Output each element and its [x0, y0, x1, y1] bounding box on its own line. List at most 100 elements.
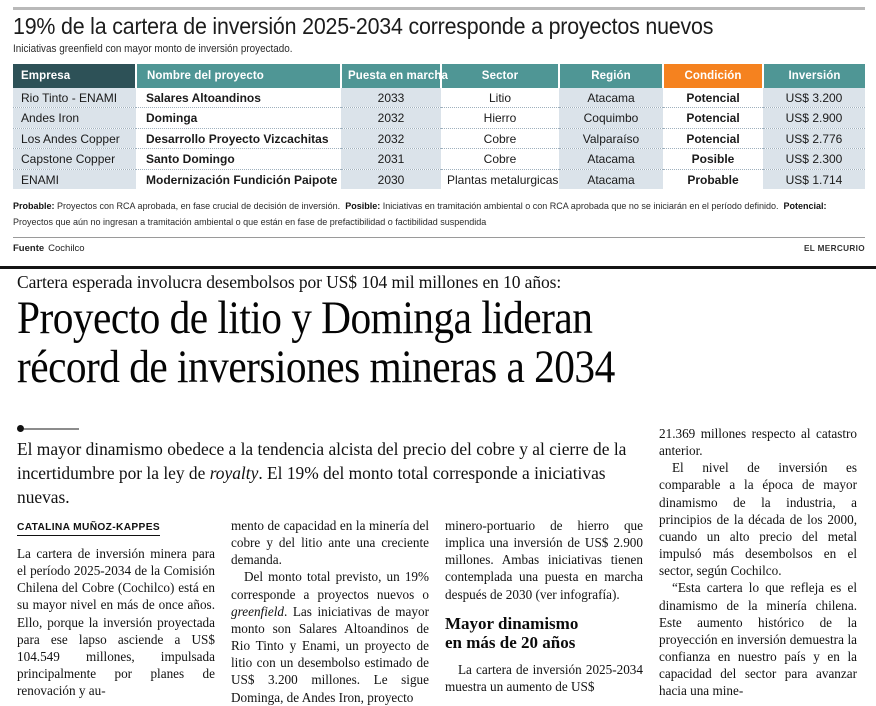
paragraph-col2-2a: Del monto total previsto, un 19% corresp… [231, 569, 429, 602]
cell-proyecto: Modernización Fundición Paipote [146, 172, 338, 187]
source-row: Fuente Cochilco EL MERCURIO [13, 243, 865, 254]
source-attribution: Fuente Cochilco [13, 243, 85, 254]
table-row: Capstone Copper Santo Domingo 2031 Cobre… [13, 148, 865, 170]
paragraph-col2-2: Del monto total previsto, un 19% corresp… [231, 568, 429, 705]
infographic-subtitle: Iniciativas greenfield con mayor monto d… [13, 42, 293, 55]
cell-condicion: Potencial [663, 87, 763, 109]
body-column-4: 21.369 millones respecto al catastro ant… [659, 426, 857, 706]
article-headline: Proyecto de litio y Dominga lideran réco… [17, 294, 761, 392]
article-subheading: Mayor dinamismo en más de 20 años [445, 614, 643, 653]
cell-proyecto: Santo Domingo [136, 148, 341, 170]
lede-text: El mayor dinamismo obedece a la tendenci… [17, 438, 637, 510]
table-header-region: Región [559, 63, 664, 88]
table-header-row: Empresa Nombre del proyecto Puesta en ma… [13, 63, 865, 88]
cell-sector: Cobre [441, 128, 559, 150]
cell-condicion: Potencial [663, 128, 763, 150]
lede-marker [17, 424, 642, 434]
cell-puesta: 2032 [341, 128, 441, 150]
cell-proyecto: Desarrollo Proyecto Vizcachitas [136, 128, 341, 150]
cell-empresa: Los Andes Copper [13, 128, 136, 150]
headline-line-2: récord de inversiones mineras a 2034 [17, 340, 615, 393]
cell-inversion: US$ 2.900 [763, 107, 865, 129]
lede-line-3: El 19% del monto total corresponde a ini… [17, 462, 606, 507]
cell-condicion: Posible [663, 148, 763, 170]
italic-greenfield: greenfield [231, 603, 284, 619]
table-legend: Probable: Proyectos con RCA aprobada, en… [13, 198, 831, 229]
paragraph-col4-2: El nivel de inversión es comparable a la… [659, 460, 857, 579]
cell-proyecto: Dominga [136, 107, 341, 129]
cell-empresa: ENAMI [13, 169, 136, 190]
article-header: Cartera esperada involucra desembolsos p… [17, 272, 863, 392]
body-column-2: mento de capacidad en la minería del cob… [231, 517, 429, 706]
cell-puesta: 2030 [341, 169, 441, 190]
table-header-empresa: Empresa [13, 63, 137, 88]
cell-proyecto: Salares Altoandinos [136, 87, 341, 109]
cell-region: Atacama [559, 148, 663, 170]
top-divider-rule [13, 7, 865, 10]
paragraph-col3-1: minero-portuario de hierro que implica u… [445, 518, 643, 602]
lede-line-2c: . [258, 462, 263, 483]
cell-puesta: 2032 [341, 107, 441, 129]
paragraph-col4-1: 21.369 millones respecto al catastro ant… [659, 426, 857, 459]
cell-inversion: US$ 3.200 [763, 87, 865, 109]
cell-inversion: US$ 1.714 [763, 169, 865, 190]
paragraph-col4-3: “Esta cartera lo que refleja es el dinam… [659, 580, 857, 699]
cell-condicion: Probable [687, 172, 739, 187]
cell-inversion: US$ 2.300 [763, 148, 865, 170]
cell-inversion: US$ 2.776 [763, 128, 865, 150]
cell-condicion: Potencial [663, 107, 763, 129]
legend-def-posible: Iniciativas en tramitación ambiental o c… [382, 200, 779, 212]
publisher-credit: EL MERCURIO [803, 244, 865, 254]
table-row: Andes Iron Dominga 2032 Hierro Coquimbo … [13, 107, 865, 129]
legend-term-probable: Probable: [13, 200, 55, 212]
table-row: Rio Tinto - ENAMI Salares Altoandinos 20… [13, 87, 865, 109]
paragraph-col1-1: La cartera de inversión minera para el p… [17, 546, 215, 699]
legend-term-potencial: Potencial: [783, 200, 827, 212]
body-column-1: CATALINA MUÑOZ-KAPPES La cartera de inve… [17, 517, 215, 706]
legend-def-potencial: Proyectos que aún no ingresan a tramitac… [13, 215, 487, 227]
article-byline: CATALINA MUÑOZ-KAPPES [17, 522, 160, 536]
body-column-3: minero-portuario de hierro que implica u… [445, 517, 643, 706]
cell-region: Atacama [559, 169, 663, 190]
source-name: Cochilco [48, 243, 85, 255]
source-label: Fuente [13, 243, 45, 255]
cell-empresa: Capstone Copper [13, 148, 136, 170]
body-column-4-inner: 21.369 millones respecto al catastro ant… [659, 425, 857, 700]
cell-region: Valparaíso [559, 128, 663, 150]
cell-puesta: 2031 [341, 148, 441, 170]
cell-sector: Hierro [441, 107, 559, 129]
bullet-dot-icon [17, 425, 24, 432]
table-header-inversion: Inversión [763, 63, 865, 88]
subheading-line-2: en más de 20 años [445, 633, 576, 653]
subheading-line-1: Mayor dinamismo [445, 613, 579, 633]
table-header-condicion: Condición [663, 63, 764, 88]
article-lede: El mayor dinamismo obedece a la tendenci… [17, 424, 642, 510]
cell-empresa: Andes Iron [13, 107, 136, 129]
section-divider-rule [0, 266, 876, 269]
cell-puesta: 2033 [341, 87, 441, 109]
source-divider-rule [13, 237, 865, 239]
table-header-proyecto: Nombre del proyecto [136, 63, 342, 88]
article-kicker: Cartera esperada involucra desembolsos p… [17, 272, 562, 292]
infographic-block: 19% de la cartera de inversión 2025-2034… [13, 13, 865, 254]
newspaper-page: 19% de la cartera de inversión 2025-2034… [0, 7, 876, 705]
cell-empresa: Rio Tinto - ENAMI [13, 87, 136, 109]
lede-line-2a: del cobre y al cierre de la incertidumbr… [17, 439, 627, 483]
lede-italic-royalty: royalty [209, 462, 259, 483]
projects-table: Empresa Nombre del proyecto Puesta en ma… [13, 63, 865, 190]
article-body-columns: CATALINA MUÑOZ-KAPPES La cartera de inve… [17, 426, 863, 706]
legend-term-posible: Posible: [345, 200, 381, 212]
lede-rule [24, 428, 79, 430]
cell-sector: Litio [441, 87, 559, 109]
paragraph-col2-1: mento de capacidad en la minería del cob… [231, 518, 429, 568]
headline-line-1: Proyecto de litio y Dominga lideran [17, 292, 593, 344]
infographic-title: 19% de la cartera de inversión 2025-2034… [13, 13, 714, 39]
legend-def-probable: Proyectos con RCA aprobada, en fase cruc… [57, 200, 341, 212]
table-row: ENAMI Modernización Fundición Paipote 20… [13, 169, 865, 190]
lede-line-1: El mayor dinamismo obedece a la tendenci… [17, 439, 447, 459]
cell-region: Atacama [559, 87, 663, 109]
table-row: Los Andes Copper Desarrollo Proyecto Viz… [13, 128, 865, 150]
table-header-puesta: Puesta en marcha [341, 63, 448, 88]
cell-region: Coquimbo [559, 107, 663, 129]
cell-sector: Plantas metalurgicas [447, 172, 559, 187]
